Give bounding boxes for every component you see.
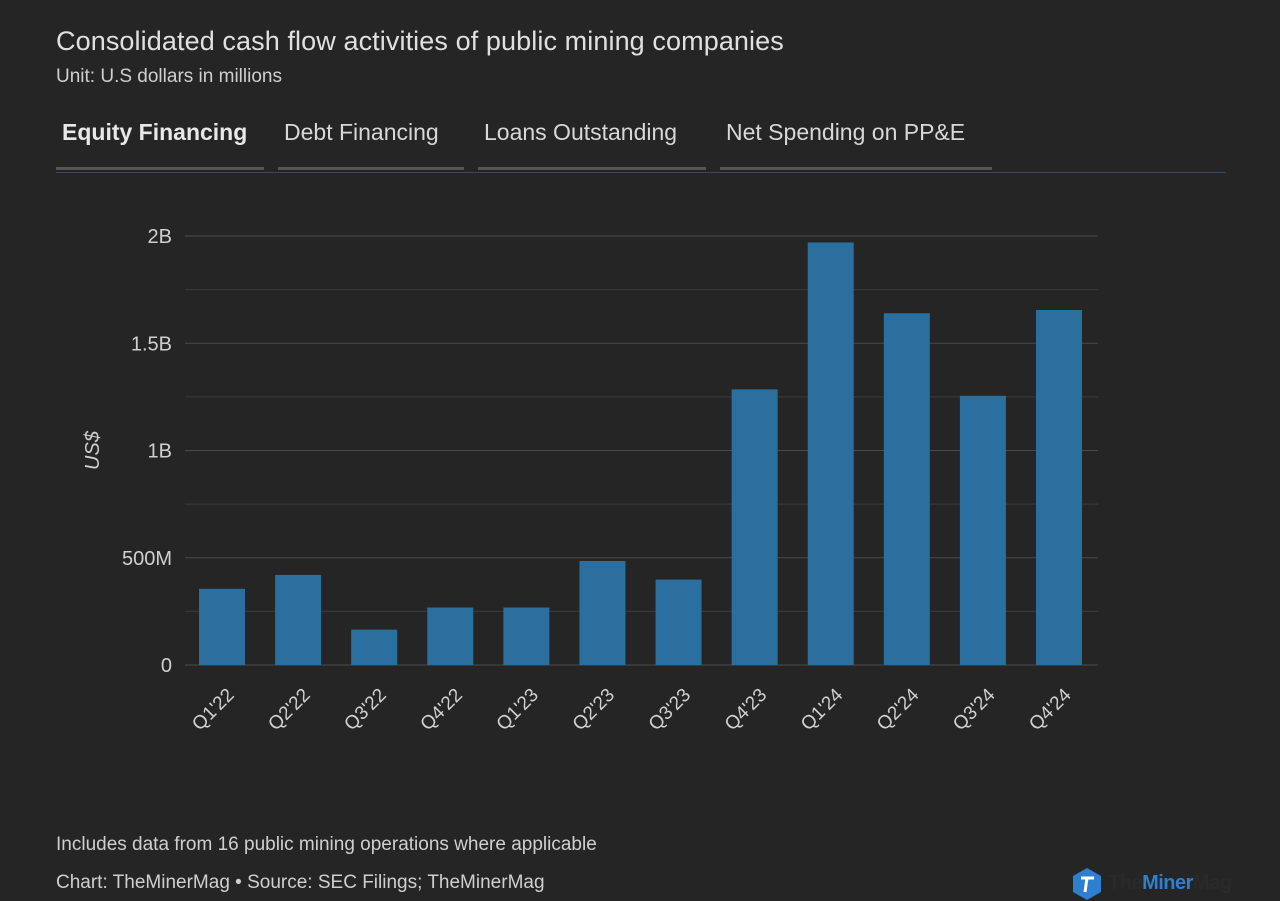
bar-q1-24	[807, 242, 854, 665]
x-tick-label: Q3'23	[645, 685, 695, 735]
x-tick-label: Q2'23	[569, 685, 619, 735]
bar-q2-23	[579, 560, 626, 665]
x-tick-label: Q1'22	[188, 685, 238, 735]
y-axis-label: US$	[82, 430, 104, 470]
x-tick-label: Q1'24	[797, 684, 848, 735]
bar-q2-24	[883, 313, 930, 665]
y-tick-label: 0	[161, 655, 172, 677]
x-tick-label: Q4'22	[417, 685, 467, 735]
x-tick-label: Q3'24	[949, 684, 1000, 735]
theminermag-logo: TheMinerMag	[1070, 866, 1240, 900]
tab-equity-financing[interactable]: Equity Financing	[56, 112, 264, 170]
bar-chart: 0 500M 1B 1.5B 2B US$ Q1'22 Q2'22 Q3'22 Q4'22 Q1'2…	[82, 226, 1098, 735]
source-credit: Chart: TheMinerMag • Source: SEC Filings…	[56, 872, 545, 893]
logo-text: TheMinerMag	[1108, 872, 1232, 894]
logo-icon	[1073, 868, 1101, 900]
bar-q4-22	[427, 607, 474, 665]
x-tick-label: Q1'23	[493, 685, 543, 735]
tab-bar: Equity Financing Debt Financing Loans Ou…	[56, 112, 1226, 173]
bar-q3-22	[351, 629, 398, 665]
bar-q1-22	[199, 588, 245, 665]
x-tick-label: Q4'24	[1025, 684, 1076, 735]
chart-title: Consolidated cash flow activities of pub…	[56, 26, 784, 56]
bar-q3-23	[655, 579, 702, 665]
bar-q1-23	[503, 607, 550, 665]
footnote: Includes data from 16 public mining oper…	[56, 834, 597, 855]
x-tick-label: Q2'24	[873, 684, 924, 735]
x-tick-label: Q4'23	[721, 685, 771, 735]
bar-q4-24	[1036, 310, 1082, 665]
y-tick-label: 500M	[122, 548, 172, 570]
tab-debt-financing[interactable]: Debt Financing	[278, 112, 464, 170]
y-tick-label: 1B	[148, 441, 172, 463]
y-tick-label: 2B	[148, 226, 172, 248]
bar-q4-23	[731, 389, 778, 665]
bar-q3-24	[959, 395, 1006, 665]
bar-q2-22	[275, 574, 322, 665]
x-tick-label: Q2'22	[264, 685, 314, 735]
tab-net-spending-ppe[interactable]: Net Spending on PP&E	[720, 112, 992, 170]
x-tick-label: Q3'22	[340, 685, 390, 735]
y-tick-label: 1.5B	[131, 333, 172, 355]
chart-subtitle: Unit: U.S dollars in millions	[56, 66, 282, 87]
tab-loans-outstanding[interactable]: Loans Outstanding	[478, 112, 706, 170]
